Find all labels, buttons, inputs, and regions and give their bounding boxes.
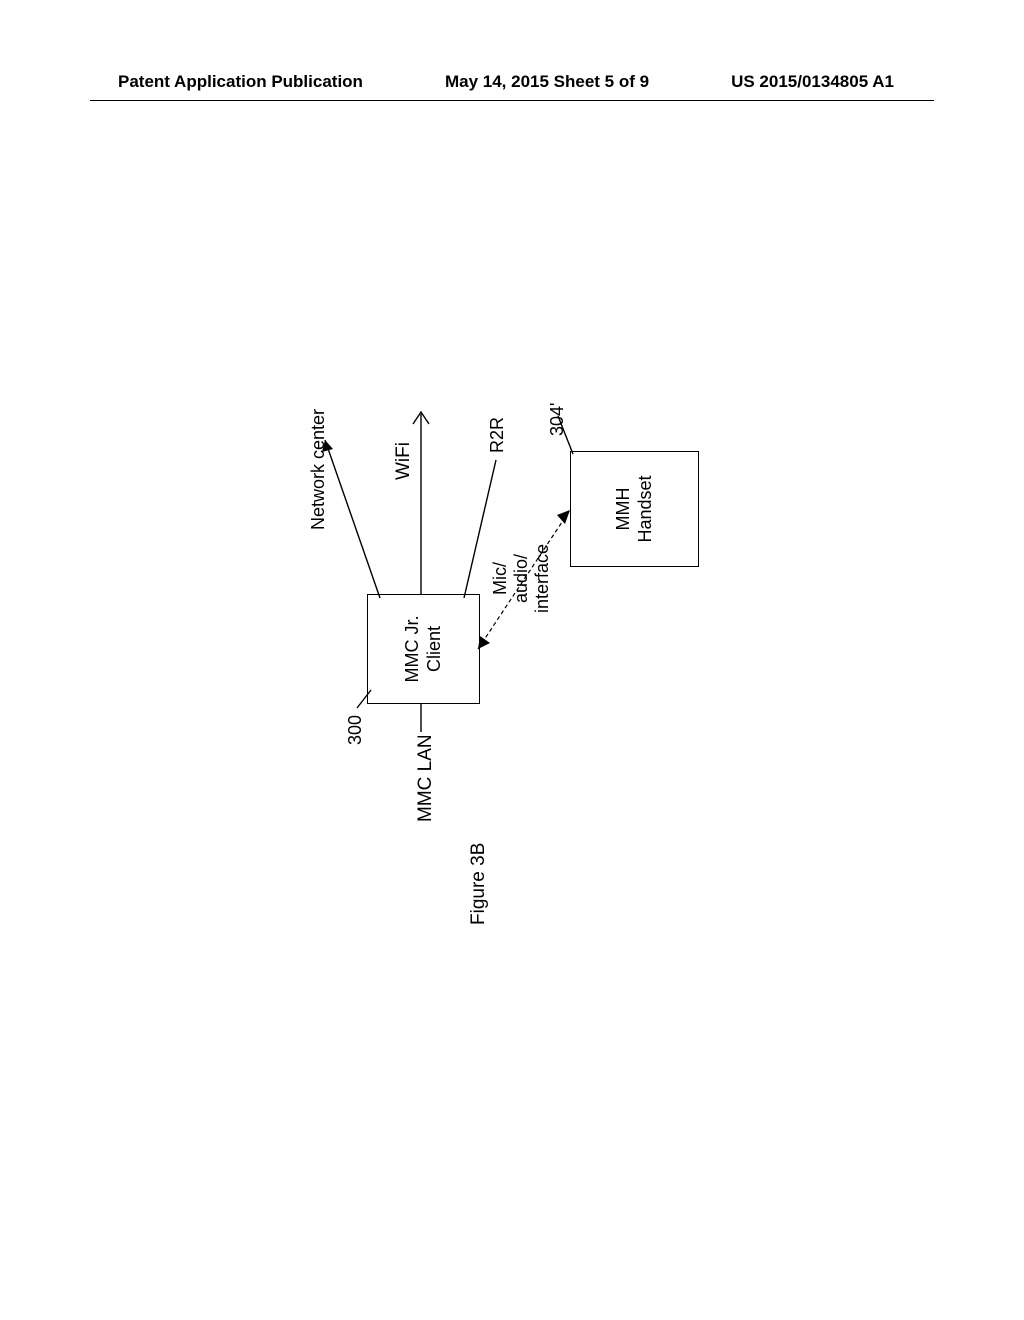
box-mmc-jr-client: MMC Jr. Client [367,594,480,704]
label-mic-audio-interface: Mic/audio/interface [490,544,553,613]
figure-caption: Figure 3B [468,843,490,925]
label-mic-l2: audio/ [511,554,531,603]
label-ref-300: 300 [345,715,366,745]
label-mmc-lan: MMC LAN [415,734,437,822]
mmh-line2: Handset [635,475,657,542]
label-network-center: Network center [308,409,329,530]
label-mic-l1: Mic/ [490,562,510,595]
mmc-jr-line2: Client [424,616,446,683]
label-ref-304: 304' [547,403,568,436]
connector-head-right [557,510,570,524]
mmc-jr-line1: MMC Jr. [402,616,424,683]
header-right: US 2015/0134805 A1 [731,72,1024,92]
header-left: Patent Application Publication [0,72,363,92]
header-rule [90,100,934,101]
label-r2r: R2R [487,417,508,453]
arrow-wifi-head [413,412,429,424]
leader-network-center [325,440,380,598]
page: Patent Application Publication May 14, 2… [0,0,1024,1320]
label-wifi: WiFi [393,442,415,480]
label-mic-l3: interface [532,544,552,613]
diagram-lines [0,0,1024,1320]
box-mmh-handset: MMH Handset [570,451,699,567]
page-header: Patent Application Publication May 14, 2… [0,72,1024,92]
header-center: May 14, 2015 Sheet 5 of 9 [445,72,649,92]
mmh-line1: MMH [613,475,635,542]
